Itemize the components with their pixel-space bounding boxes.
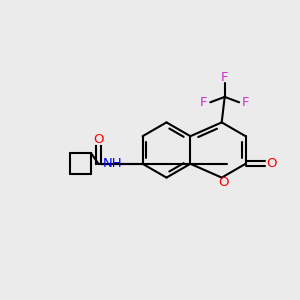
Text: F: F <box>242 96 250 109</box>
Text: F: F <box>221 70 229 84</box>
Text: O: O <box>218 176 229 190</box>
Text: O: O <box>266 157 277 170</box>
Text: O: O <box>93 133 104 146</box>
Text: NH: NH <box>103 157 122 170</box>
Text: F: F <box>200 96 208 109</box>
